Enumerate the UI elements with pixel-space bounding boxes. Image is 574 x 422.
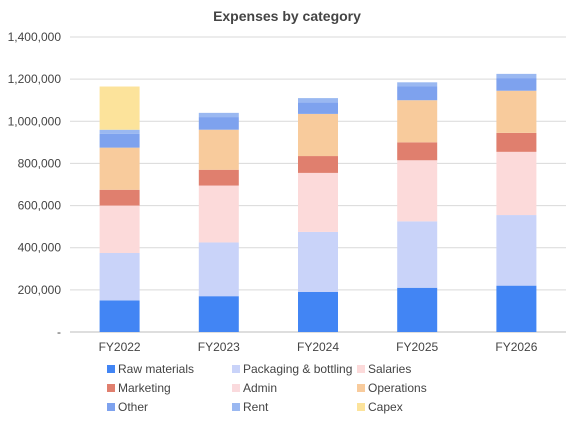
bar-segment-marketing-fy2025	[397, 142, 438, 161]
bar-segment-other-fy2025	[397, 86, 438, 101]
y-tick-label: 1,400,000	[8, 30, 62, 44]
bar-segment-marketing-fy2023	[198, 169, 239, 186]
legend-item-packaging-and-bottling: Packaging & bottling	[232, 362, 352, 376]
legend-label: Salaries	[368, 362, 411, 376]
legend-swatch	[107, 384, 115, 392]
bar-stack-fy2022	[99, 86, 140, 332]
bar-segment-marketing-fy2024	[298, 156, 338, 173]
legend-item-admin: Admin	[232, 381, 277, 395]
bar-segment-operations-fy2022	[99, 147, 140, 190]
legend-label: Operations	[368, 381, 427, 395]
x-axis-ticks: FY2022 FY2023 FY2024 FY2025 FY2026	[99, 340, 538, 354]
bar-segment-packaging-and-bottling-fy2024	[298, 231, 338, 292]
bar-segment-capex-fy2022	[99, 86, 140, 130]
bar-stack-fy2024	[298, 98, 338, 332]
bar-segment-salaries-fy2022	[99, 205, 140, 253]
y-tick-label: -	[57, 325, 61, 339]
legend-item-salaries: Salaries	[357, 362, 411, 376]
legend-item-rent: Rent	[232, 400, 269, 414]
legend-swatch	[357, 365, 365, 373]
bar-segment-raw-materials-fy2026	[496, 285, 537, 332]
bar-stack-fy2023	[198, 112, 239, 332]
legend-label: Capex	[368, 400, 403, 414]
legend-label: Marketing	[118, 381, 171, 395]
y-tick-label: 600,000	[18, 199, 62, 213]
x-tick-label: FY2026	[495, 340, 537, 354]
legend-label: Other	[118, 400, 148, 414]
bar-segment-other-fy2023	[198, 117, 239, 130]
bar-segment-other-fy2022	[99, 133, 140, 148]
bar-stack-fy2026	[496, 73, 537, 332]
legend: Raw materials Packaging & bottling Salarie…	[107, 362, 427, 414]
y-tick-label: 1,200,000	[8, 72, 62, 86]
chart-title: Expenses by category	[213, 8, 361, 24]
bar-segment-operations-fy2023	[198, 129, 239, 170]
bar-segment-other-fy2024	[298, 102, 338, 114]
legend-swatch	[107, 403, 115, 411]
legend-swatch	[357, 384, 365, 392]
legend-swatch	[357, 403, 365, 411]
x-tick-label: FY2022	[99, 340, 141, 354]
bar-stack-fy2025	[397, 82, 438, 332]
bar-segment-rent-fy2026	[496, 73, 537, 79]
bar-segment-salaries-fy2024	[298, 172, 338, 232]
bar-segment-salaries-fy2026	[496, 151, 537, 216]
bar-segment-rent-fy2024	[298, 98, 338, 103]
bar-segment-operations-fy2024	[298, 113, 338, 157]
bar-segment-raw-materials-fy2022	[99, 300, 140, 332]
bar-segment-raw-materials-fy2024	[298, 291, 338, 332]
bar-segment-packaging-and-bottling-fy2023	[198, 242, 239, 297]
x-tick-label: FY2023	[198, 340, 240, 354]
x-tick-label: FY2025	[396, 340, 438, 354]
bar-segment-operations-fy2025	[397, 100, 438, 143]
bar-segment-salaries-fy2025	[397, 160, 438, 222]
bar-segment-operations-fy2026	[496, 90, 537, 133]
x-tick-label: FY2024	[297, 340, 339, 354]
bar-segment-salaries-fy2023	[198, 185, 239, 243]
legend-swatch	[232, 384, 240, 392]
bar-segment-rent-fy2023	[198, 112, 239, 118]
bar-segment-raw-materials-fy2025	[397, 287, 438, 332]
legend-item-capex: Capex	[357, 400, 403, 414]
legend-item-marketing: Marketing	[107, 381, 171, 395]
legend-label: Raw materials	[118, 362, 194, 376]
bar-segment-rent-fy2022	[99, 129, 140, 134]
bar-segment-marketing-fy2022	[99, 189, 140, 206]
bars	[99, 73, 537, 332]
bar-segment-rent-fy2025	[397, 82, 438, 87]
y-tick-label: 800,000	[18, 156, 62, 170]
legend-label: Packaging & bottling	[243, 362, 352, 376]
bar-segment-marketing-fy2026	[496, 132, 537, 152]
y-tick-label: 200,000	[18, 283, 62, 297]
bar-segment-packaging-and-bottling-fy2022	[99, 252, 140, 301]
legend-item-other: Other	[107, 400, 148, 414]
legend-item-operations: Operations	[357, 381, 427, 395]
y-tick-label: 400,000	[18, 241, 62, 255]
legend-swatch	[232, 403, 240, 411]
bar-segment-other-fy2026	[496, 78, 537, 91]
y-tick-label: 1,000,000	[8, 114, 62, 128]
bar-segment-packaging-and-bottling-fy2026	[496, 215, 537, 286]
bar-segment-packaging-and-bottling-fy2025	[397, 221, 438, 288]
legend-label: Admin	[243, 381, 277, 395]
legend-label: Rent	[243, 400, 269, 414]
legend-swatch	[232, 365, 240, 373]
legend-swatch	[107, 365, 115, 373]
bar-segment-raw-materials-fy2023	[198, 296, 239, 332]
legend-item-raw-materials: Raw materials	[107, 362, 194, 376]
y-axis-ticks: - 200,000 400,000 600,000 800,000 1,000,000 1,…	[8, 30, 62, 339]
